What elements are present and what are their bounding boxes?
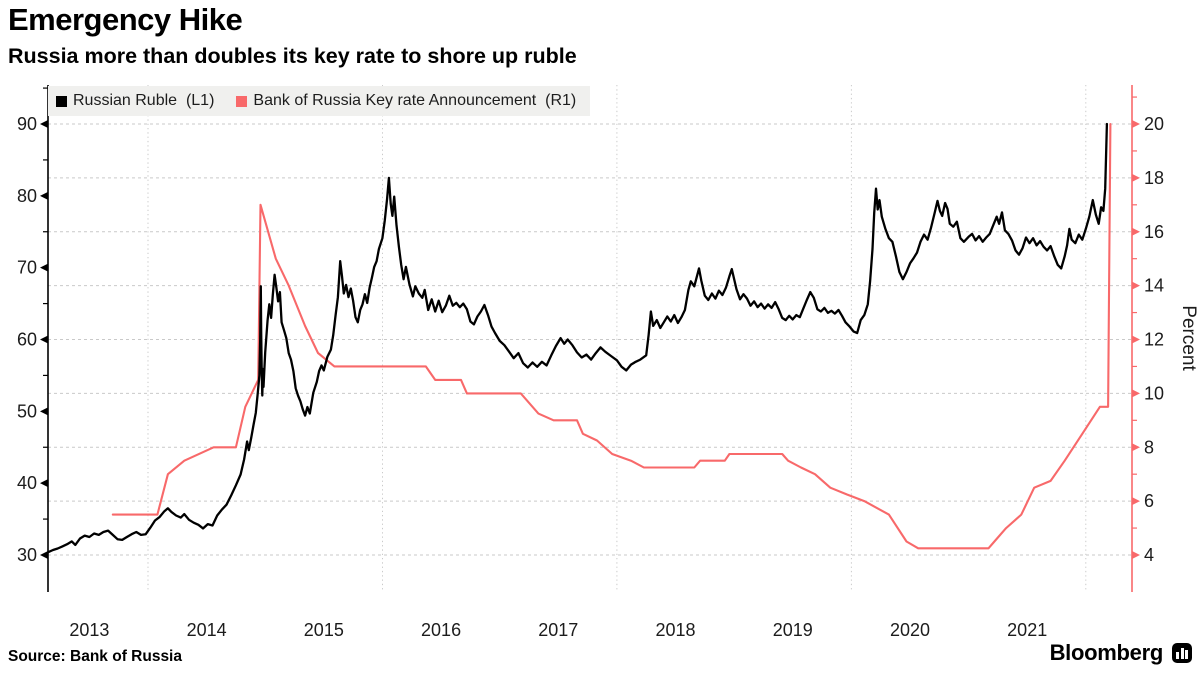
right-axis-tick-label: 8 bbox=[1144, 437, 1154, 457]
x-axis-year-label: 2018 bbox=[655, 620, 695, 640]
right-tick-arrow bbox=[1132, 335, 1140, 344]
left-axis-tick-label: 80 bbox=[17, 186, 37, 206]
left-axis-tick-label: 60 bbox=[17, 330, 37, 350]
right-tick-arrow bbox=[1132, 281, 1140, 290]
left-tick-arrow bbox=[40, 551, 48, 559]
right-axis-tick-label: 6 bbox=[1144, 491, 1154, 511]
right-tick-arrow bbox=[1132, 551, 1140, 559]
ruble-swatch-icon bbox=[56, 95, 67, 107]
right-axis-title: Percent bbox=[1178, 305, 1199, 371]
left-tick-arrow bbox=[40, 407, 48, 416]
legend-label-ruble: Russian Ruble (L1) bbox=[73, 92, 215, 109]
series-right bbox=[111, 122, 1112, 550]
left-axis-tick-label: 70 bbox=[17, 258, 37, 278]
right-axis-tick-label: 18 bbox=[1144, 168, 1164, 188]
legend-item-ruble: Russian Ruble (L1) bbox=[56, 92, 214, 110]
right-tick-arrow bbox=[1132, 443, 1140, 452]
x-axis-year-label: 2015 bbox=[304, 620, 344, 640]
left-axis-tick-label: 30 bbox=[17, 545, 37, 565]
right-tick-arrow bbox=[1132, 389, 1140, 398]
right-axis-tick-label: 14 bbox=[1144, 276, 1164, 296]
legend-item-key-rate: Bank of Russia Key rate Announcement (R1… bbox=[236, 92, 576, 110]
right-tick-arrow bbox=[1132, 120, 1140, 128]
page-subtitle: Russia more than doubles its key rate to… bbox=[8, 44, 577, 68]
series-left bbox=[47, 122, 1109, 554]
x-axis-year-label: 2019 bbox=[773, 620, 813, 640]
x-axis-year-label: 2020 bbox=[890, 620, 930, 640]
left-tick-arrow bbox=[40, 191, 48, 200]
right-tick-arrow bbox=[1132, 497, 1140, 506]
left-axis-tick-label: 50 bbox=[17, 401, 37, 421]
right-axis-tick-label: 16 bbox=[1144, 222, 1164, 242]
left-axis-tick-label: 90 bbox=[17, 114, 37, 134]
key-rate-swatch-icon bbox=[236, 95, 248, 107]
right-tick-arrow bbox=[1132, 173, 1140, 182]
legend-label-key-rate: Bank of Russia Key rate Announcement (R1… bbox=[253, 92, 577, 109]
right-axis-tick-label: 4 bbox=[1144, 545, 1154, 565]
right-axis-tick-label: 10 bbox=[1144, 383, 1164, 403]
bloomberg-terminal-icon bbox=[1172, 643, 1192, 663]
x-axis-year-label: 2013 bbox=[69, 620, 109, 640]
bloomberg-wordmark: Bloomberg bbox=[1049, 640, 1164, 665]
left-axis-tick-label: 40 bbox=[17, 473, 37, 493]
source-note: Source: Bank of Russia bbox=[8, 648, 182, 665]
left-tick-arrow bbox=[40, 263, 48, 272]
right-axis-tick-label: 20 bbox=[1144, 114, 1164, 134]
left-tick-arrow bbox=[40, 335, 48, 344]
legend: Russian Ruble (L1) Bank of Russia Key ra… bbox=[48, 86, 591, 116]
left-tick-arrow bbox=[40, 479, 48, 488]
x-axis-year-label: 2017 bbox=[538, 620, 578, 640]
right-axis-tick-label: 12 bbox=[1144, 330, 1164, 350]
page-title: Emergency Hike bbox=[8, 2, 243, 37]
x-axis-year-label: 2016 bbox=[421, 620, 461, 640]
bloomberg-branding: Bloomberg bbox=[1050, 640, 1192, 666]
right-tick-arrow bbox=[1132, 227, 1140, 236]
x-axis-year-label: 2014 bbox=[187, 620, 227, 640]
x-axis-year-label: 2021 bbox=[1007, 620, 1047, 640]
left-tick-arrow bbox=[40, 120, 48, 128]
